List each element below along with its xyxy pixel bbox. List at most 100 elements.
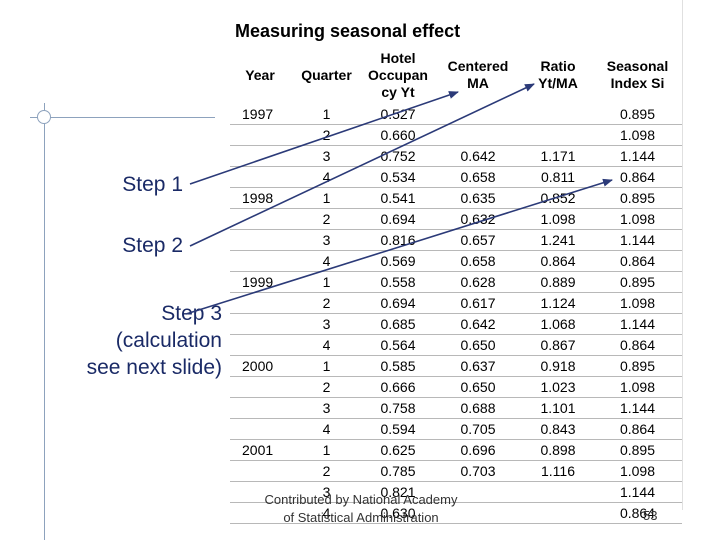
header-hotel-occupancy: Hotel Occupan cy Yt — [368, 49, 428, 100]
cell-hotel-occupancy: 0.534 — [363, 166, 433, 188]
cell-hotel-occupancy: 0.541 — [363, 187, 433, 209]
cell-quarter: 1 — [290, 271, 363, 293]
arrow-step-1 — [189, 91, 459, 185]
table-row: 3 0.752 0.642 1.171 1.144 — [230, 145, 682, 167]
table-row: 1999 1 0.558 0.628 0.889 0.895 — [230, 271, 682, 293]
cell-year — [230, 460, 290, 482]
cell-seasonal-index: 1.098 — [593, 460, 682, 482]
cell-year — [230, 481, 290, 503]
cell-hotel-occupancy: 0.785 — [363, 460, 433, 482]
steps-column: Step 1 Step 2 Step 3 (calculation see next… — [0, 0, 230, 540]
cell-quarter: 4 — [290, 250, 363, 272]
cell-quarter: 4 — [290, 166, 363, 188]
cell-year — [230, 313, 290, 335]
decorative-circle — [37, 110, 51, 124]
cell-centered-ma — [433, 104, 523, 125]
arrow-step-3 — [185, 178, 613, 315]
cell-hotel-occupancy: 0.694 — [363, 292, 433, 314]
cell-year — [230, 292, 290, 314]
cell-ratio: 0.898 — [523, 439, 593, 461]
cell-hotel-occupancy: 0.585 — [363, 355, 433, 377]
cell-quarter: 3 — [290, 313, 363, 335]
cell-centered-ma: 0.628 — [433, 271, 523, 293]
cell-hotel-occupancy: 0.564 — [363, 334, 433, 356]
cell-centered-ma: 0.658 — [433, 250, 523, 272]
grid-line — [682, 0, 683, 510]
cell-quarter: 1 — [290, 104, 363, 125]
table-row: 2000 1 0.585 0.637 0.918 0.895 — [230, 355, 682, 377]
cell-year: 1998 — [230, 187, 290, 209]
decorative-horizontal-line — [30, 117, 215, 118]
cell-seasonal-index: 0.864 — [593, 502, 682, 524]
table-header-row: Year Quarter Hotel Occupan cy Yt Centered MA Ra… — [230, 46, 682, 104]
table-row: 3 0.816 0.657 1.241 1.144 — [230, 229, 682, 251]
table-row: 4 0.630 0.864 — [230, 502, 682, 524]
cell-ratio: 1.124 — [523, 292, 593, 314]
cell-centered-ma: 0.637 — [433, 355, 523, 377]
cell-centered-ma: 0.703 — [433, 460, 523, 482]
cell-seasonal-index: 1.098 — [593, 208, 682, 230]
table-row: 2 0.694 0.617 1.124 1.098 — [230, 292, 682, 314]
cell-year: 2000 — [230, 355, 290, 377]
cell-ratio: 1.171 — [523, 145, 593, 167]
cell-centered-ma: 0.658 — [433, 166, 523, 188]
cell-year — [230, 334, 290, 356]
cell-seasonal-index: 0.864 — [593, 250, 682, 272]
cell-seasonal-index: 1.098 — [593, 124, 682, 146]
cell-year — [230, 502, 290, 524]
table-row: 3 0.685 0.642 1.068 1.144 — [230, 313, 682, 335]
header-centered-ma: Centered MA — [447, 58, 509, 91]
cell-centered-ma: 0.650 — [433, 376, 523, 398]
cell-seasonal-index: 0.895 — [593, 271, 682, 293]
table-row: 2 0.660 1.098 — [230, 124, 682, 146]
cell-hotel-occupancy: 0.569 — [363, 250, 433, 272]
cell-ratio: 1.101 — [523, 397, 593, 419]
cell-year — [230, 208, 290, 230]
header-ratio: Ratio Yt/MA — [538, 58, 578, 91]
cell-quarter: 3 — [290, 397, 363, 419]
cell-year — [230, 229, 290, 251]
cell-centered-ma: 0.632 — [433, 208, 523, 230]
header-seasonal-index: Seasonal Index Si — [606, 58, 669, 91]
seasonal-effect-table: Year Quarter Hotel Occupan cy Yt Centered MA Ra… — [230, 46, 682, 524]
cell-ratio — [523, 502, 593, 524]
cell-ratio: 1.023 — [523, 376, 593, 398]
cell-hotel-occupancy: 0.594 — [363, 418, 433, 440]
cell-year — [230, 250, 290, 272]
cell-year: 1999 — [230, 271, 290, 293]
cell-year: 1997 — [230, 104, 290, 125]
cell-ratio: 1.098 — [523, 208, 593, 230]
cell-hotel-occupancy: 0.758 — [363, 397, 433, 419]
cell-quarter: 3 — [290, 229, 363, 251]
cell-seasonal-index: 0.864 — [593, 334, 682, 356]
cell-hotel-occupancy: 0.527 — [363, 104, 433, 125]
step-1-label: Step 1 — [122, 173, 183, 196]
cell-quarter: 2 — [290, 124, 363, 146]
cell-ratio: 0.918 — [523, 355, 593, 377]
table-row: 4 0.569 0.658 0.864 0.864 — [230, 250, 682, 272]
cell-ratio — [523, 104, 593, 125]
cell-quarter: 1 — [290, 355, 363, 377]
table-row: 3 0.758 0.688 1.101 1.144 — [230, 397, 682, 419]
footer-credit: Contributed by National Academy of Statis… — [264, 492, 458, 525]
cell-year — [230, 376, 290, 398]
cell-seasonal-index: 0.864 — [593, 418, 682, 440]
cell-quarter: 4 — [290, 502, 363, 524]
cell-ratio — [523, 481, 593, 503]
cell-year — [230, 145, 290, 167]
cell-quarter: 2 — [290, 460, 363, 482]
cell-centered-ma: 0.642 — [433, 145, 523, 167]
cell-year — [230, 166, 290, 188]
cell-quarter: 1 — [290, 187, 363, 209]
table-row: 4 0.564 0.650 0.867 0.864 — [230, 334, 682, 356]
cell-quarter: 2 — [290, 292, 363, 314]
table-row: 2001 1 0.625 0.696 0.898 0.895 — [230, 439, 682, 461]
header-year: Year — [245, 66, 275, 83]
step-2-label: Step 2 — [122, 234, 183, 257]
cell-ratio: 0.811 — [523, 166, 593, 188]
table-row: 2 0.785 0.703 1.116 1.098 — [230, 460, 682, 482]
cell-year — [230, 418, 290, 440]
cell-ratio: 0.864 — [523, 250, 593, 272]
cell-seasonal-index: 1.144 — [593, 481, 682, 503]
